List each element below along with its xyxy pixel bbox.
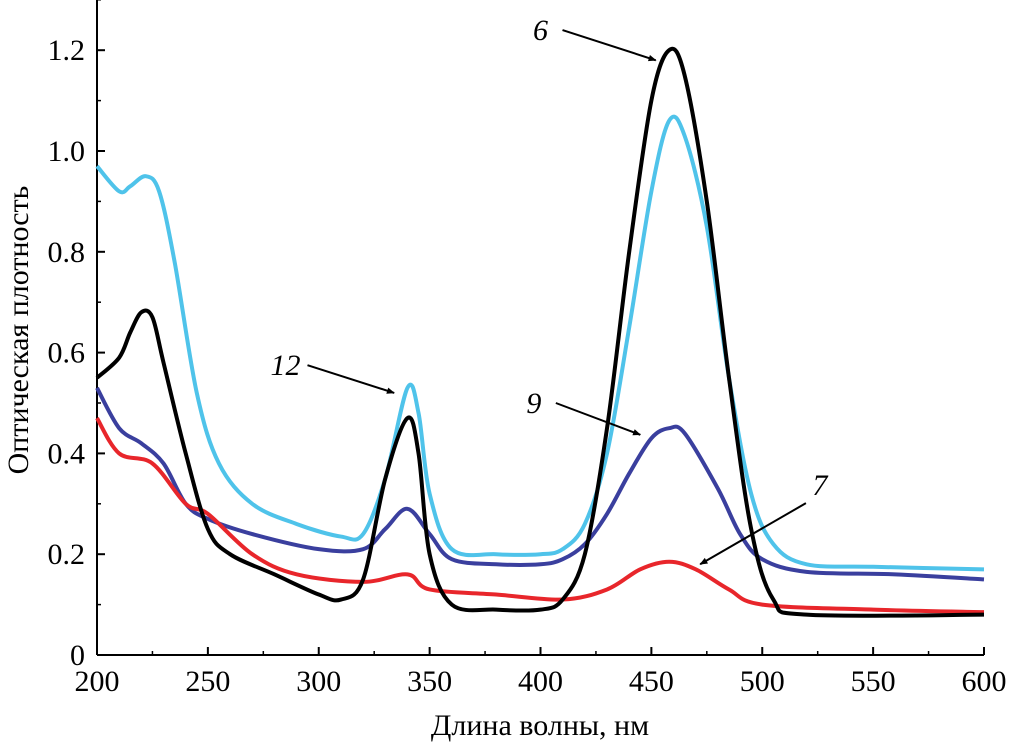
- curve-label-6: 6: [533, 14, 548, 47]
- y-tick-label: 0.6: [48, 337, 86, 370]
- x-tick-label: 350: [407, 665, 452, 698]
- y-tick-label: 0.4: [48, 437, 86, 470]
- annotation-arrow-6: [562, 29, 657, 62]
- series-line-9: [95, 386, 985, 582]
- x-tick-label: 600: [962, 665, 1007, 698]
- y-tick-label: 0.8: [48, 236, 86, 269]
- curve-label-12: 12: [270, 349, 300, 382]
- series-line-6: [95, 46, 985, 618]
- x-tick-label: 450: [629, 665, 674, 698]
- y-axis-label: Оптическая плотность: [2, 186, 35, 475]
- x-tick-label: 400: [518, 665, 563, 698]
- series-line-7: [95, 417, 985, 615]
- x-tick-label: 300: [296, 665, 341, 698]
- series-line-12: [95, 114, 985, 572]
- y-tick-label: 0: [70, 639, 85, 672]
- x-axis-label: Длина волны, нм: [431, 709, 649, 742]
- annotation-arrow-9: [555, 402, 642, 436]
- x-tick-label: 500: [740, 665, 785, 698]
- x-tick-label: 200: [75, 665, 120, 698]
- x-tick-label: 250: [185, 665, 230, 698]
- curve-label-7: 7: [812, 469, 829, 502]
- annotation-arrow-12: [307, 364, 395, 394]
- y-tick-label: 0.2: [48, 538, 86, 571]
- y-tick-label: 1.0: [48, 135, 86, 168]
- curve-label-9: 9: [526, 387, 541, 420]
- annotation-arrow-7: [699, 502, 807, 566]
- x-tick-label: 550: [851, 665, 896, 698]
- y-tick-label: 1.2: [48, 34, 86, 67]
